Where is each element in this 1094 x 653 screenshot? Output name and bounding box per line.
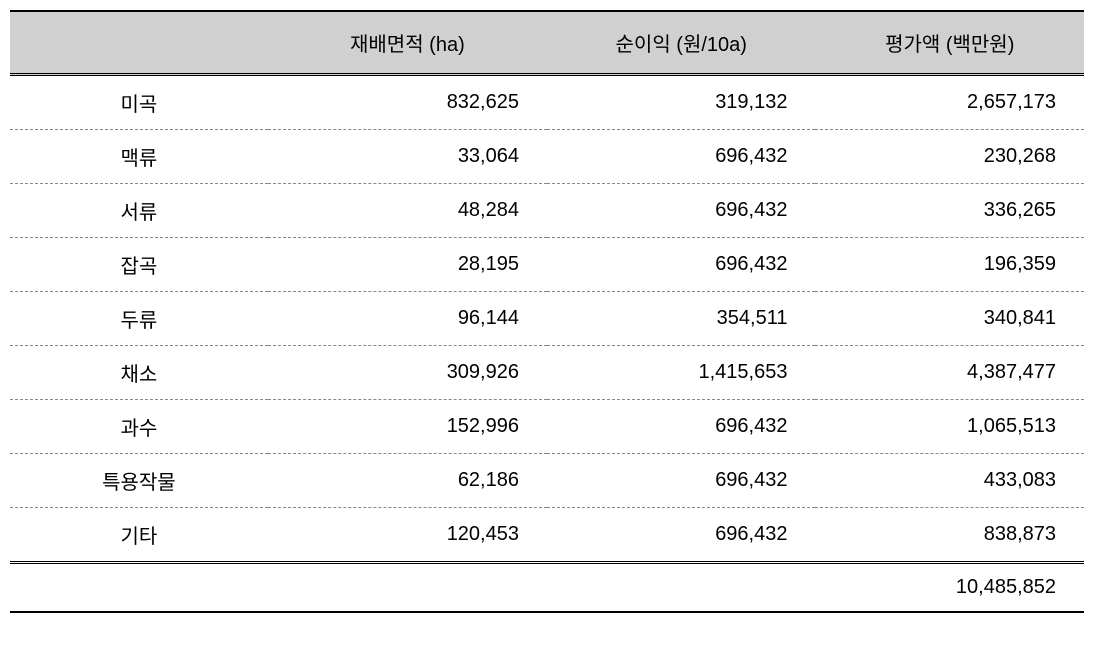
cell-value: 838,873 xyxy=(815,508,1084,563)
cell-profit: 696,432 xyxy=(547,238,816,292)
cell-value: 196,359 xyxy=(815,238,1084,292)
cell-area: 120,453 xyxy=(268,508,547,563)
cell-value: 230,268 xyxy=(815,130,1084,184)
col-header-profit: 순이익 (원/10a) xyxy=(547,11,816,75)
cell-area: 152,996 xyxy=(268,400,547,454)
cell-area: 832,625 xyxy=(268,75,547,130)
cell-profit: 354,511 xyxy=(547,292,816,346)
data-table-wrap: 재배면적 (ha) 순이익 (원/10a) 평가액 (백만원) 미곡 832,6… xyxy=(10,10,1084,613)
row-label: 두류 xyxy=(10,292,268,346)
table-row: 과수 152,996 696,432 1,065,513 xyxy=(10,400,1084,454)
cell-profit: 696,432 xyxy=(547,130,816,184)
table-row: 맥류 33,064 696,432 230,268 xyxy=(10,130,1084,184)
cell-profit: 696,432 xyxy=(547,184,816,238)
cell-value: 336,265 xyxy=(815,184,1084,238)
cell-area: 48,284 xyxy=(268,184,547,238)
table-row: 기타 120,453 696,432 838,873 xyxy=(10,508,1084,563)
cell-area: 28,195 xyxy=(268,238,547,292)
row-label: 채소 xyxy=(10,346,268,400)
cell-value: 340,841 xyxy=(815,292,1084,346)
cell-profit: 696,432 xyxy=(547,400,816,454)
row-label: 미곡 xyxy=(10,75,268,130)
table-row: 특용작물 62,186 696,432 433,083 xyxy=(10,454,1084,508)
cell-value: 1,065,513 xyxy=(815,400,1084,454)
total-blank xyxy=(268,563,547,613)
table-row: 채소 309,926 1,415,653 4,387,477 xyxy=(10,346,1084,400)
row-label: 특용작물 xyxy=(10,454,268,508)
cell-area: 33,064 xyxy=(268,130,547,184)
cell-value: 2,657,173 xyxy=(815,75,1084,130)
row-label: 과수 xyxy=(10,400,268,454)
table-row: 미곡 832,625 319,132 2,657,173 xyxy=(10,75,1084,130)
table-body: 미곡 832,625 319,132 2,657,173 맥류 33,064 6… xyxy=(10,75,1084,563)
total-blank xyxy=(547,563,816,613)
cell-area: 96,144 xyxy=(268,292,547,346)
cell-value: 4,387,477 xyxy=(815,346,1084,400)
cell-profit: 696,432 xyxy=(547,454,816,508)
cell-profit: 1,415,653 xyxy=(547,346,816,400)
cell-area: 309,926 xyxy=(268,346,547,400)
table-row: 두류 96,144 354,511 340,841 xyxy=(10,292,1084,346)
row-label: 맥류 xyxy=(10,130,268,184)
col-header-area: 재배면적 (ha) xyxy=(268,11,547,75)
table-header-row: 재배면적 (ha) 순이익 (원/10a) 평가액 (백만원) xyxy=(10,11,1084,75)
table-total-row: 10,485,852 xyxy=(10,563,1084,613)
row-label: 서류 xyxy=(10,184,268,238)
row-label: 잡곡 xyxy=(10,238,268,292)
total-value: 10,485,852 xyxy=(815,563,1084,613)
total-blank xyxy=(10,563,268,613)
cell-area: 62,186 xyxy=(268,454,547,508)
cell-profit: 319,132 xyxy=(547,75,816,130)
table-row: 서류 48,284 696,432 336,265 xyxy=(10,184,1084,238)
table-row: 잡곡 28,195 696,432 196,359 xyxy=(10,238,1084,292)
cell-profit: 696,432 xyxy=(547,508,816,563)
cell-value: 433,083 xyxy=(815,454,1084,508)
col-header-blank xyxy=(10,11,268,75)
col-header-value: 평가액 (백만원) xyxy=(815,11,1084,75)
data-table: 재배면적 (ha) 순이익 (원/10a) 평가액 (백만원) 미곡 832,6… xyxy=(10,10,1084,613)
row-label: 기타 xyxy=(10,508,268,563)
